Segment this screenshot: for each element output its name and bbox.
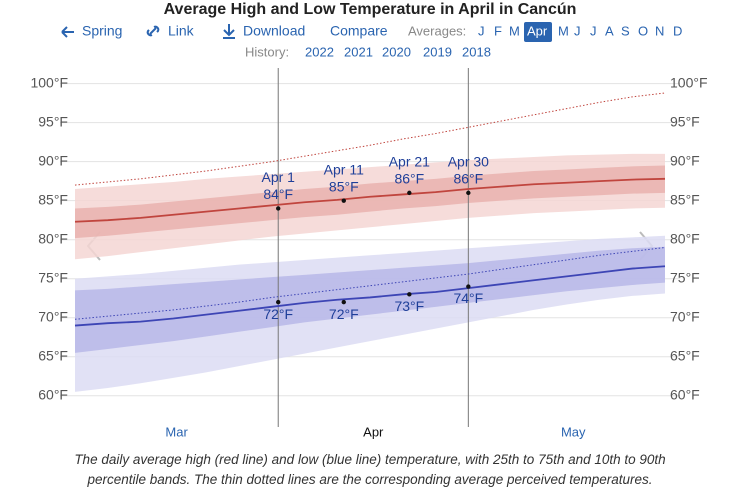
y-tick-label: 95°F	[38, 113, 68, 129]
nav-icons	[61, 24, 235, 39]
high-marker	[407, 190, 412, 196]
history-link[interactable]: 2021	[344, 44, 373, 59]
month-link[interactable]: J	[574, 23, 581, 38]
y2-tick-label: 95°F	[670, 113, 700, 129]
y-tick-label: 85°F	[38, 191, 68, 207]
high-label: 85°F	[329, 178, 359, 194]
low-label: 72°F	[329, 306, 359, 322]
y2-tick-label: 80°F	[670, 230, 700, 246]
averages-label: Averages:	[408, 23, 466, 38]
month-link[interactable]: F	[494, 23, 502, 38]
low-marker	[341, 299, 346, 305]
y-tick-label: 65°F	[38, 347, 68, 363]
chart-title: Average High and Low Temperature in Apri…	[164, 1, 577, 18]
low-label: 74°F	[453, 290, 483, 306]
month-link[interactable]: D	[673, 23, 682, 38]
month-link[interactable]: M	[558, 23, 569, 38]
average-line	[74, 177, 666, 223]
y-tick-label: 100°F	[30, 74, 68, 90]
month-link[interactable]: Apr	[527, 23, 548, 38]
chart: Average High and Low Temperature in Apri…	[30, 1, 708, 439]
nav-link[interactable]: Download	[243, 23, 305, 39]
month-link[interactable]: O	[638, 23, 648, 38]
month-link[interactable]: J	[478, 23, 485, 38]
x-tick-label: Apr	[363, 424, 384, 439]
high-marker	[276, 206, 281, 211]
annotation-date: Apr 1	[261, 169, 295, 185]
nav-link[interactable]: Link	[168, 23, 195, 39]
y-tick-label: 75°F	[38, 269, 68, 285]
nav-link[interactable]: Compare	[330, 23, 388, 39]
annotation-date: Apr 30	[448, 154, 489, 170]
month-link[interactable]: N	[655, 23, 664, 38]
perceived-line	[74, 247, 666, 320]
history-link[interactable]: 2022	[305, 44, 334, 59]
y2-tick-label: 70°F	[670, 308, 700, 324]
history-link[interactable]: 2020	[382, 44, 411, 59]
high-marker	[466, 190, 471, 196]
low-label: 73°F	[394, 298, 424, 314]
average-line	[74, 265, 666, 327]
low-marker	[466, 284, 471, 289]
high-label: 86°F	[394, 171, 424, 187]
annotation-date: Apr 21	[389, 154, 430, 170]
y2-tick-label: 85°F	[670, 191, 700, 207]
y-tick-label: 60°F	[38, 386, 68, 402]
annotation-date: Apr 11	[324, 161, 364, 177]
y-tick-label: 70°F	[38, 308, 68, 324]
x-tick-label: Mar	[165, 424, 188, 439]
low-marker	[407, 292, 412, 297]
y2-tick-label: 60°F	[670, 386, 700, 402]
nav-link[interactable]: Spring	[82, 23, 122, 39]
percentile-band	[75, 165, 665, 239]
caption: The daily average high (red line) and lo…	[74, 452, 666, 487]
y-tick-label: 80°F	[38, 230, 68, 246]
x-tick-label: May	[561, 424, 586, 439]
month-link[interactable]: J	[590, 23, 597, 38]
y2-tick-label: 65°F	[670, 347, 700, 363]
history-link[interactable]: 2018	[462, 44, 491, 59]
y-tick-label: 90°F	[38, 152, 68, 168]
low-label: 72°F	[263, 306, 293, 322]
month-link[interactable]: S	[621, 23, 630, 38]
history-label: History:	[245, 44, 289, 59]
perceived-line	[74, 92, 666, 186]
y2-tick-label: 75°F	[670, 269, 700, 285]
y2-tick-label: 90°F	[670, 152, 700, 168]
y2-tick-label: 100°F	[670, 74, 708, 90]
low-marker	[276, 299, 281, 305]
month-link[interactable]: M	[509, 23, 520, 38]
percentile-band	[75, 246, 665, 353]
month-link[interactable]: A	[605, 23, 614, 38]
high-label: 84°F	[263, 186, 293, 202]
high-marker	[341, 198, 346, 203]
high-label: 86°F	[453, 171, 483, 187]
history-link[interactable]: 2019	[423, 44, 452, 59]
selected-month-bg	[524, 22, 552, 42]
